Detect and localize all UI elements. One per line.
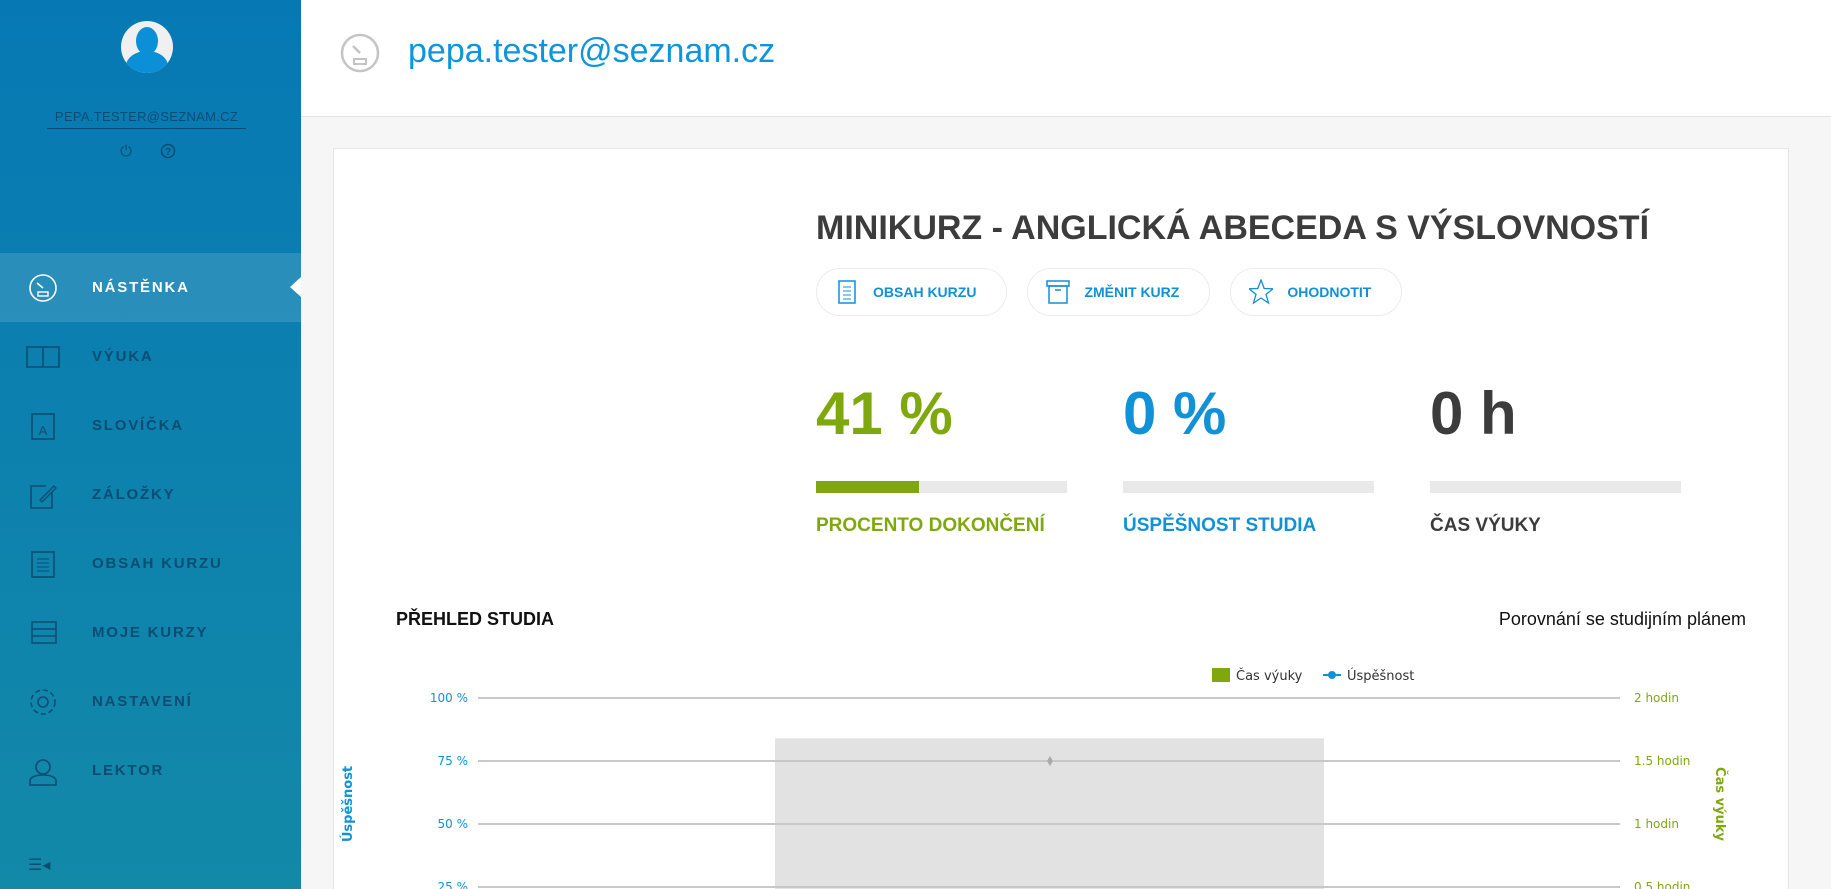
left-axis-label: Úspěšnost xyxy=(340,766,356,842)
svg-text:A: A xyxy=(39,423,48,438)
collapse-menu-icon[interactable]: ☰◂ xyxy=(28,857,51,874)
sidebar-item-label: ZÁLOŽKY xyxy=(92,486,176,503)
svg-text:?: ? xyxy=(165,147,171,158)
progress-bar xyxy=(1123,481,1374,493)
avatar[interactable] xyxy=(121,21,173,73)
sidebar-item-7[interactable]: LEKTOR xyxy=(0,736,301,805)
stat-label: ČAS VÝUKY xyxy=(1430,515,1541,536)
rate-button[interactable]: OHODNOTIT xyxy=(1230,268,1403,316)
progress-fill xyxy=(816,481,919,493)
right-tick-label: 0.5 hodin xyxy=(1634,880,1690,889)
stat-label: ÚSPĚŠNOST STUDIA xyxy=(1123,515,1317,536)
course-content-button[interactable]: OBSAH KURZU xyxy=(816,268,1008,316)
stat-2: 0 h ČAS VÝUKY xyxy=(1430,379,1681,537)
page-header: pepa.tester@seznam.cz xyxy=(301,0,1831,117)
sidebar-item-label: LEKTOR xyxy=(92,762,165,779)
sidebar-item-1[interactable]: VÝUKA xyxy=(0,322,301,391)
sidebar: PEPA.TESTER@SEZNAM.CZ ⏻ ? NÁSTĚNKA VÝUKA A… xyxy=(0,0,301,889)
success-point xyxy=(1047,756,1053,766)
stat-value: 0 % xyxy=(1123,380,1227,447)
compare-plan-link[interactable]: Porovnání se studijním plánem xyxy=(1498,609,1746,629)
sidebar-item-2[interactable]: A SLOVÍČKA xyxy=(0,391,301,460)
legend-label-time[interactable]: Čas výuky xyxy=(1236,668,1303,684)
sidebar-item-3[interactable]: ZÁLOŽKY xyxy=(0,460,301,529)
dashboard-card: MINIKURZ - ANGLICKÁ ABECEDA S VÝSLOVNOST… xyxy=(333,148,1789,889)
change-course-button[interactable]: ZMĚNIT KURZ xyxy=(1027,268,1211,316)
sidebar-item-0[interactable]: NÁSTĚNKA xyxy=(0,253,301,322)
sidebar-item-label: MOJE KURZY xyxy=(92,624,209,641)
user-email[interactable]: PEPA.TESTER@SEZNAM.CZ xyxy=(47,109,246,129)
page-title: pepa.tester@seznam.cz xyxy=(408,32,776,70)
study-overview-chart: 100 % 2 hodin 75 % 1.5 hodin 50 % 1 hodin 25 %… xyxy=(340,668,1728,889)
left-tick-label: 25 % xyxy=(438,880,469,889)
help-icon[interactable]: ? xyxy=(159,143,177,161)
sidebar-item-6[interactable]: NASTAVENÍ xyxy=(0,667,301,736)
left-tick-label: 75 % xyxy=(438,754,469,768)
right-tick-label: 1 hodin xyxy=(1634,817,1679,831)
stat-1: 0 % ÚSPĚŠNOST STUDIA xyxy=(1123,379,1374,537)
stat-0: 41 % PROCENTO DOKONČENÍ xyxy=(816,379,1067,537)
sidebar-item-label: NÁSTĚNKA xyxy=(92,279,190,296)
dashboard-icon xyxy=(340,33,380,73)
stat-label: PROCENTO DOKONČENÍ xyxy=(816,515,1045,536)
gear-icon xyxy=(30,688,56,715)
progress-bar xyxy=(1430,481,1681,493)
power-icon[interactable]: ⏻ xyxy=(120,143,132,160)
stat-value: 0 h xyxy=(1430,380,1517,447)
stat-value: 41 % xyxy=(816,380,953,447)
book-icon xyxy=(26,345,60,368)
vocabulary-icon: A xyxy=(31,412,55,440)
left-tick-label: 50 % xyxy=(438,817,469,831)
archive-box-icon xyxy=(1046,280,1071,304)
course-title: MINIKURZ - ANGLICKÁ ABECEDA S VÝSLOVNOST… xyxy=(816,209,1650,247)
sidebar-item-5[interactable]: MOJE KURZY xyxy=(0,598,301,667)
left-tick-label: 100 % xyxy=(430,691,468,705)
document-icon xyxy=(31,550,55,578)
progress-bar xyxy=(816,481,1067,493)
legend-marker-success xyxy=(1328,671,1336,679)
sidebar-item-label: VÝUKA xyxy=(92,348,154,365)
legend-label-success[interactable]: Úspěšnost xyxy=(1347,668,1414,684)
right-axis-label: Čas výuky xyxy=(1712,767,1728,841)
sidebar-item-label: OBSAH KURZU xyxy=(92,555,223,572)
overview-title: PŘEHLED STUDIA xyxy=(396,609,555,629)
right-tick-label: 1.5 hodin xyxy=(1634,754,1690,768)
sidebar-item-4[interactable]: OBSAH KURZU xyxy=(0,529,301,598)
lector-icon xyxy=(29,758,57,786)
document-icon xyxy=(838,280,856,304)
dashboard-icon xyxy=(29,273,57,302)
right-tick-label: 2 hodin xyxy=(1634,691,1679,705)
sidebar-nav: NÁSTĚNKA VÝUKA A SLOVÍČKA ZÁLOŽKY OBSAH KURZU… xyxy=(0,253,301,805)
star-icon xyxy=(1249,279,1274,305)
courses-list-icon xyxy=(31,620,57,644)
bookmark-edit-icon xyxy=(30,484,57,509)
sidebar-item-label: SLOVÍČKA xyxy=(92,417,184,434)
sidebar-item-label: NASTAVENÍ xyxy=(92,693,193,710)
legend-swatch-time xyxy=(1212,668,1230,682)
